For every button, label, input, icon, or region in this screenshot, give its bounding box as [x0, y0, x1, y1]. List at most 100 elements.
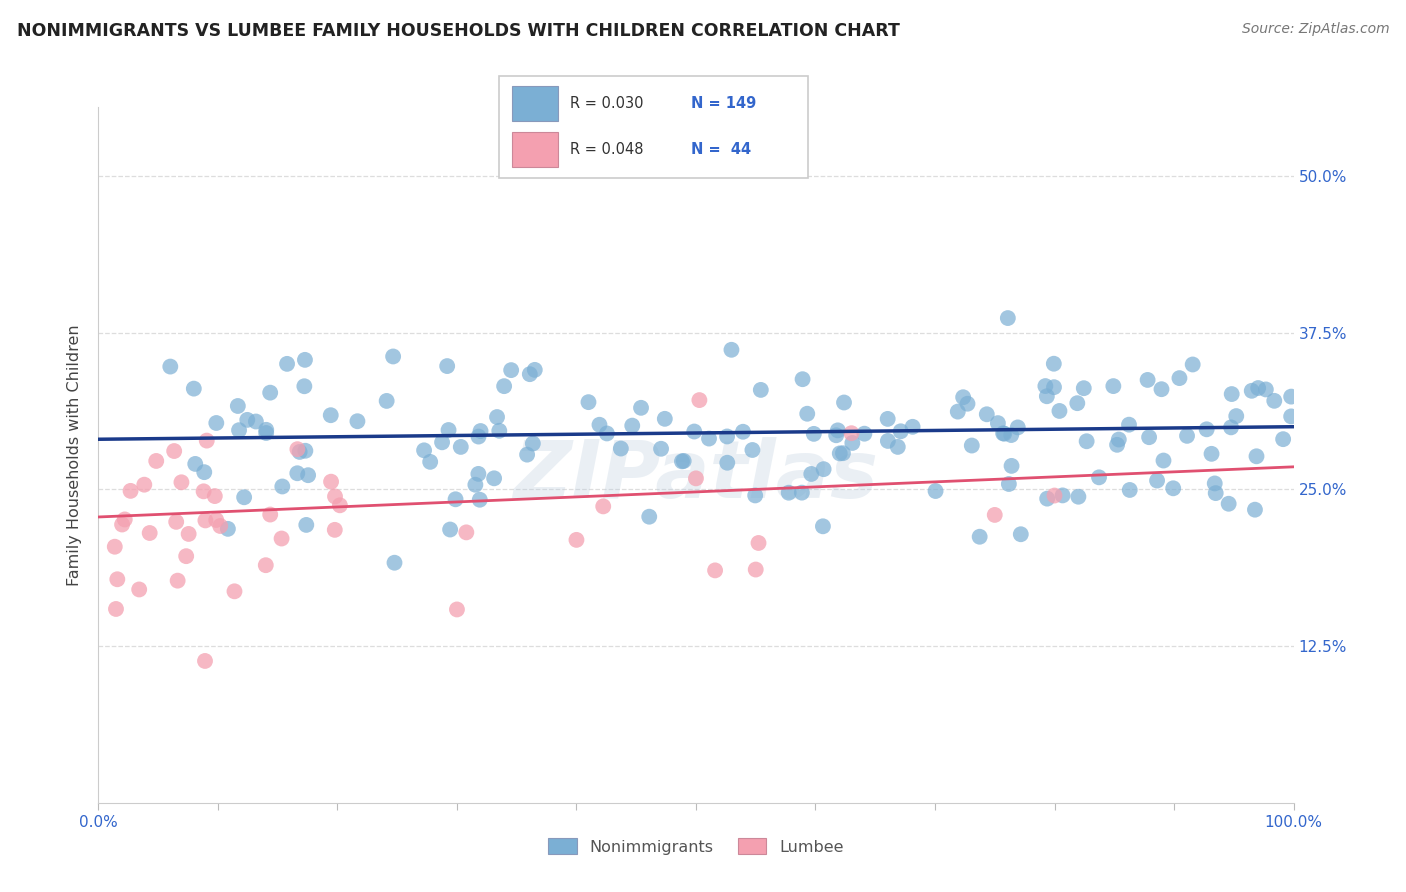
Point	[596, 426, 619, 441]
Point	[384, 556, 406, 570]
Point	[578, 395, 600, 409]
Text: Source: ZipAtlas.com: Source: ZipAtlas.com	[1241, 22, 1389, 37]
Point	[672, 454, 695, 468]
Point	[522, 436, 544, 450]
Point	[413, 443, 436, 458]
Point	[1000, 428, 1022, 442]
Point	[501, 363, 523, 377]
Point	[1119, 483, 1142, 497]
Point	[1036, 491, 1059, 506]
Point	[205, 513, 228, 527]
Point	[523, 363, 546, 377]
Point	[976, 407, 998, 421]
Point	[1247, 381, 1270, 395]
Point	[224, 584, 246, 599]
Point	[467, 467, 489, 481]
Point	[163, 444, 186, 458]
Point	[638, 509, 661, 524]
Point	[924, 483, 946, 498]
Point	[444, 492, 467, 507]
Point	[1036, 389, 1059, 403]
Point	[827, 423, 849, 437]
Text: ZIPatlas: ZIPatlas	[513, 437, 879, 515]
Point	[285, 467, 308, 481]
Point	[276, 357, 298, 371]
Point	[270, 532, 292, 546]
Point	[1150, 382, 1173, 396]
Point	[456, 525, 478, 540]
Point	[1254, 383, 1277, 397]
Point	[1263, 393, 1285, 408]
Point	[346, 414, 368, 428]
Point	[319, 475, 342, 489]
Point	[876, 412, 898, 426]
Point	[111, 517, 134, 532]
Point	[832, 395, 855, 409]
Point	[956, 397, 979, 411]
Point	[1052, 488, 1074, 502]
Point	[1201, 447, 1223, 461]
Point	[592, 500, 614, 514]
Point	[184, 457, 207, 471]
Point	[467, 429, 489, 443]
Point	[778, 485, 800, 500]
Point	[1220, 387, 1243, 401]
Point	[901, 419, 924, 434]
Point	[1007, 420, 1029, 434]
Point	[170, 475, 193, 490]
Point	[319, 408, 342, 422]
Point	[194, 654, 217, 668]
Point	[464, 477, 486, 491]
Point	[288, 445, 311, 459]
Point	[704, 563, 727, 577]
Point	[741, 442, 763, 457]
Point	[1181, 358, 1204, 372]
Point	[749, 383, 772, 397]
Point	[1220, 420, 1243, 434]
Point	[486, 410, 509, 425]
Point	[271, 479, 294, 493]
Point	[825, 428, 848, 442]
Point	[254, 558, 277, 573]
Y-axis label: Family Households with Children: Family Households with Children	[67, 324, 83, 586]
Point	[1136, 373, 1159, 387]
Point	[811, 519, 834, 533]
Text: R = 0.048: R = 0.048	[571, 142, 644, 157]
Point	[952, 390, 974, 404]
Point	[610, 442, 633, 456]
Point	[375, 393, 398, 408]
Point	[165, 515, 187, 529]
Point	[621, 418, 644, 433]
FancyBboxPatch shape	[512, 87, 558, 121]
Point	[104, 602, 127, 616]
Point	[1218, 497, 1240, 511]
Point	[105, 572, 128, 586]
Point	[1153, 453, 1175, 467]
Point	[1043, 380, 1066, 394]
Point	[1205, 486, 1227, 500]
Point	[294, 443, 316, 458]
Point	[468, 492, 491, 507]
Point	[430, 435, 453, 450]
Point	[1146, 474, 1168, 488]
Point	[245, 415, 267, 429]
Point	[226, 399, 249, 413]
Point	[969, 530, 991, 544]
Point	[1076, 434, 1098, 449]
Point	[134, 477, 156, 491]
Point	[991, 426, 1014, 441]
Point	[1107, 438, 1129, 452]
Point	[194, 513, 217, 527]
Point	[731, 425, 754, 439]
Point	[1137, 430, 1160, 444]
Point	[287, 442, 309, 457]
Point	[519, 367, 541, 381]
Point	[887, 440, 910, 454]
Point	[437, 423, 460, 437]
Point	[716, 429, 738, 443]
Point	[803, 426, 825, 441]
Point	[671, 454, 693, 468]
Point	[745, 562, 768, 576]
Point	[138, 526, 160, 541]
Point	[1272, 432, 1295, 446]
